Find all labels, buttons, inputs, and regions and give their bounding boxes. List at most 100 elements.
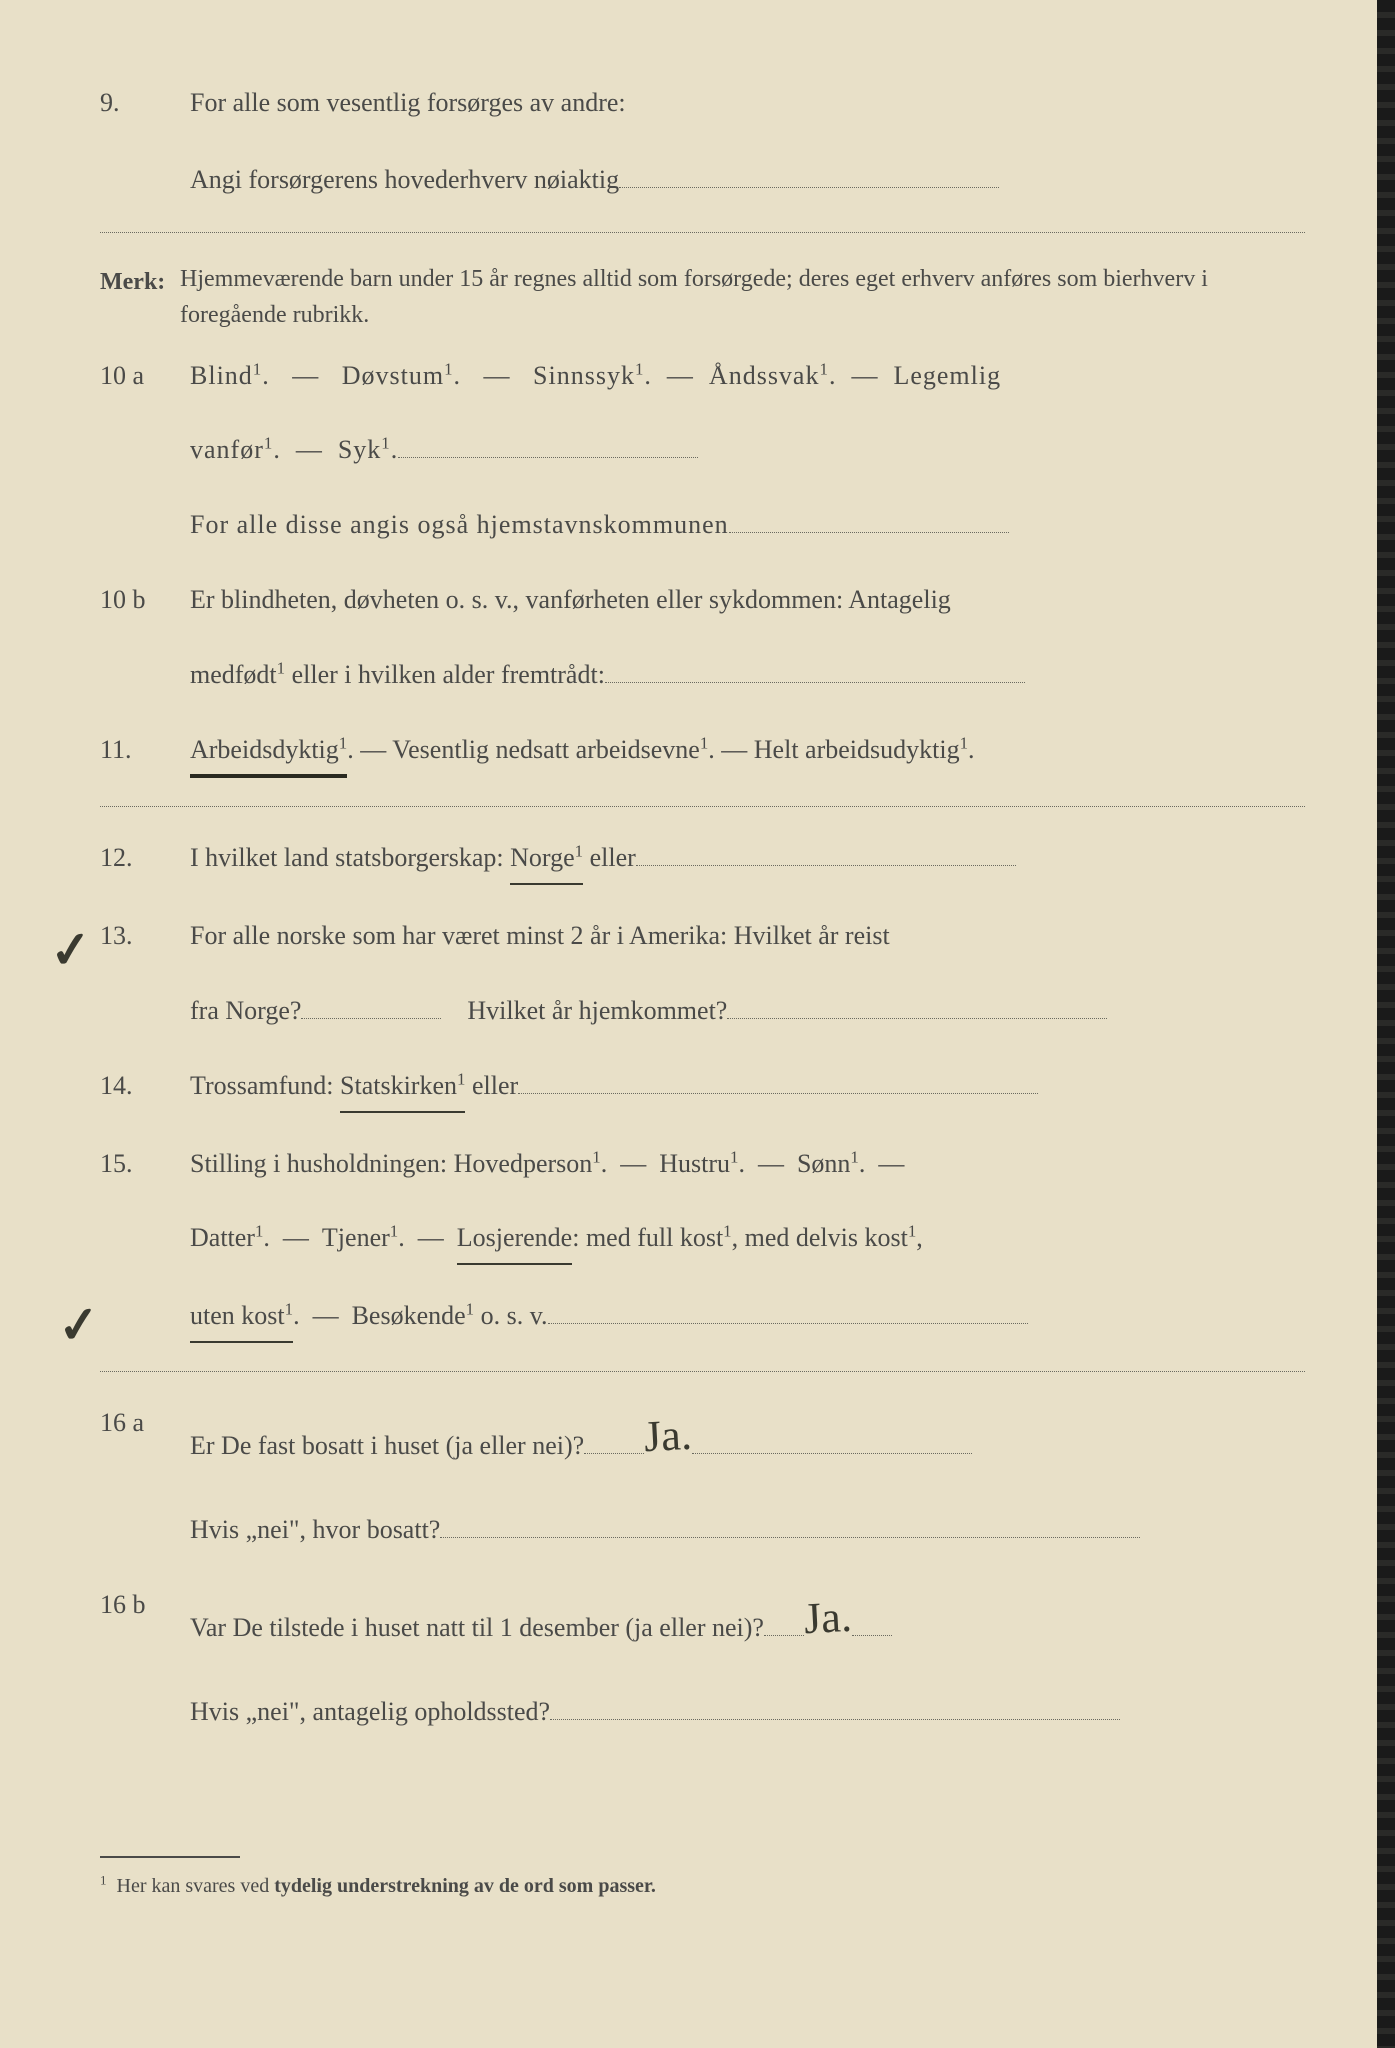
q15-delvis: , med delvis kost xyxy=(732,1223,908,1252)
opt-dovstum: Døvstum xyxy=(342,361,444,390)
q13-hjem: Hvilket år hjemkommet? xyxy=(467,996,727,1025)
footnote: 1 Her kan svares ved tydelig understrekn… xyxy=(100,1868,1305,1904)
q10b-line2: medfødt1 eller i hvilken alder fremtrådt… xyxy=(190,652,1305,699)
question-10a: 10 a Blind1. — Døvstum1. — Sinnssyk1. — … xyxy=(100,353,1305,549)
q15-line3: uten kost1. — Besøkende1 o. s. v. xyxy=(190,1293,1305,1343)
fill-line xyxy=(584,1453,644,1454)
q13-number: 13. xyxy=(100,913,190,960)
q16a-line1: Er De fast bosatt i huset (ja eller nei)… xyxy=(190,1400,1305,1479)
q15-uten: uten kost xyxy=(190,1301,285,1330)
q9-content: For alle som vesentlig forsørges av andr… xyxy=(190,80,1305,204)
opt-statskirken: Statskirken1 xyxy=(340,1063,465,1113)
divider xyxy=(100,1371,1305,1372)
q11-number: 11. xyxy=(100,727,190,774)
q10a-line2: vanfør1. — Syk1. xyxy=(190,427,1305,474)
q16b-content: Var De tilstede i huset natt til 1 desem… xyxy=(190,1582,1305,1736)
opt-uten-kost: uten kost1 xyxy=(190,1293,293,1343)
question-15: 15. Stilling i husholdningen: Hovedperso… xyxy=(100,1141,1305,1343)
opt-tjener: Tjener xyxy=(322,1223,390,1252)
fill-line xyxy=(518,1093,1038,1094)
footnote-rule xyxy=(100,1856,240,1858)
q12-number: 12. xyxy=(100,835,190,882)
q10b-medfodt: medfødt xyxy=(190,660,277,689)
opt-losjerende: Losjerende xyxy=(457,1215,573,1265)
q16a-hvis: Hvis „nei", hvor bosatt? xyxy=(190,1515,440,1544)
q15-line2: Datter1. — Tjener1. — Losjerende: med fu… xyxy=(190,1215,1305,1265)
q12-norge: Norge xyxy=(510,843,575,872)
fill-line xyxy=(764,1635,804,1636)
q15-osv: o. s. v. xyxy=(474,1301,547,1330)
q13-line1: For alle norske som har været minst 2 år… xyxy=(190,913,1305,960)
question-14: 14. Trossamfund: Statskirken1 eller xyxy=(100,1063,1305,1113)
question-16b: 16 b Var De tilstede i huset natt til 1 … xyxy=(100,1582,1305,1736)
q10a-line1: Blind1. — Døvstum1. — Sinnssyk1. — Åndss… xyxy=(190,353,1305,400)
q16a-number: 16 a xyxy=(100,1400,190,1447)
q16a-content: Er De fast bosatt i huset (ja eller nei)… xyxy=(190,1400,1305,1554)
opt-datter: Datter xyxy=(190,1223,255,1252)
q9-number: 9. xyxy=(100,80,190,127)
merk-text: Hjemmeværende barn under 15 år regnes al… xyxy=(180,261,1305,333)
fill-line xyxy=(727,1018,1107,1019)
q16a-line2: Hvis „nei", hvor bosatt? xyxy=(190,1507,1305,1554)
q11-b-text: Vesentlig nedsatt arbeidsevne xyxy=(392,735,700,764)
opt-sonn: Sønn xyxy=(797,1149,850,1178)
q10b-content: Er blindheten, døvheten o. s. v., vanfør… xyxy=(190,577,1305,699)
question-16a: 16 a Er De fast bosatt i huset (ja eller… xyxy=(100,1400,1305,1554)
divider xyxy=(100,806,1305,807)
fill-line xyxy=(729,532,1009,533)
footnote-num: 1 xyxy=(100,1872,107,1887)
scan-edge xyxy=(1377,0,1395,2048)
fill-line xyxy=(398,457,698,458)
opt-sinnssyk: Sinnssyk xyxy=(533,361,635,390)
fill-line xyxy=(692,1453,972,1454)
q13-content: For alle norske som har været minst 2 år… xyxy=(190,913,1305,1035)
q12-text1: I hvilket land statsborgerskap: xyxy=(190,843,510,872)
fill-line xyxy=(619,187,999,188)
q9-line1: For alle som vesentlig forsørges av andr… xyxy=(190,80,1305,127)
fill-line xyxy=(440,1537,1140,1538)
question-10b: 10 b Er blindheten, døvheten o. s. v., v… xyxy=(100,577,1305,699)
q12-text2: eller xyxy=(583,843,636,872)
q10a-line3: For alle disse angis også hjemstavnskomm… xyxy=(190,510,729,539)
q14-number: 14. xyxy=(100,1063,190,1110)
opt-hustru: Hustru xyxy=(659,1149,730,1178)
q12-content: I hvilket land statsborgerskap: Norge1 e… xyxy=(190,835,1305,885)
fill-line xyxy=(548,1323,1028,1324)
q14-text2: eller xyxy=(465,1071,518,1100)
question-9: 9. For alle som vesentlig forsørges av a… xyxy=(100,80,1305,204)
q9-line2-wrap: Angi forsørgerens hovederhverv nøiaktig xyxy=(190,157,1305,204)
opt-vanfor: vanfør xyxy=(190,435,264,464)
question-13: 13. For alle norske som har været minst … xyxy=(100,913,1305,1035)
q14-text1: Trossamfund: xyxy=(190,1071,340,1100)
opt-syk: Syk xyxy=(338,435,381,464)
opt-andssvak: Åndssvak xyxy=(709,361,820,390)
fill-line xyxy=(605,682,1025,683)
q16a-q: Er De fast bosatt i huset (ja eller nei)… xyxy=(190,1431,584,1460)
q16b-line2: Hvis „nei", antagelig opholdssted? xyxy=(190,1689,1305,1736)
fill-line xyxy=(852,1635,892,1636)
q16b-number: 16 b xyxy=(100,1582,190,1629)
q10a-content: Blind1. — Døvstum1. — Sinnssyk1. — Åndss… xyxy=(190,353,1305,549)
q15-line1: Stilling i husholdningen: Hovedperson1. … xyxy=(190,1141,1305,1188)
fill-line xyxy=(636,865,1016,866)
q11-a-text: Arbeidsdyktig xyxy=(190,735,339,764)
q16b-hvis: Hvis „nei", antagelig opholdssted? xyxy=(190,1697,550,1726)
q9-line2: Angi forsørgerens hovederhverv nøiaktig xyxy=(190,165,619,194)
divider xyxy=(100,232,1305,233)
q16b-q: Var De tilstede i huset natt til 1 desem… xyxy=(190,1613,764,1642)
q10b-rest: eller i hvilken alder fremtrådt: xyxy=(285,660,605,689)
footnote-text: Her kan svares ved tydelig understreknin… xyxy=(117,1875,656,1897)
opt-legemlig: Legemlig xyxy=(893,361,1001,390)
opt-besokende: Besøkende xyxy=(352,1301,466,1330)
q15-hovedperson: Stilling i husholdningen: Hovedperson xyxy=(190,1149,592,1178)
fill-line xyxy=(550,1719,1120,1720)
q10a-number: 10 a xyxy=(100,353,190,400)
checkmark-icon: ✓ xyxy=(54,1278,104,1371)
q15-number: 15. xyxy=(100,1141,190,1188)
q16b-line1: Var De tilstede i huset natt til 1 desem… xyxy=(190,1582,1305,1661)
merk-note: Merk: Hjemmeværende barn under 15 år reg… xyxy=(100,261,1305,333)
q10b-line1: Er blindheten, døvheten o. s. v., vanfør… xyxy=(190,577,1305,624)
q10b-number: 10 b xyxy=(100,577,190,624)
opt-blind: Blind xyxy=(190,361,253,390)
q15-content: Stilling i husholdningen: Hovedperson1. … xyxy=(190,1141,1305,1343)
